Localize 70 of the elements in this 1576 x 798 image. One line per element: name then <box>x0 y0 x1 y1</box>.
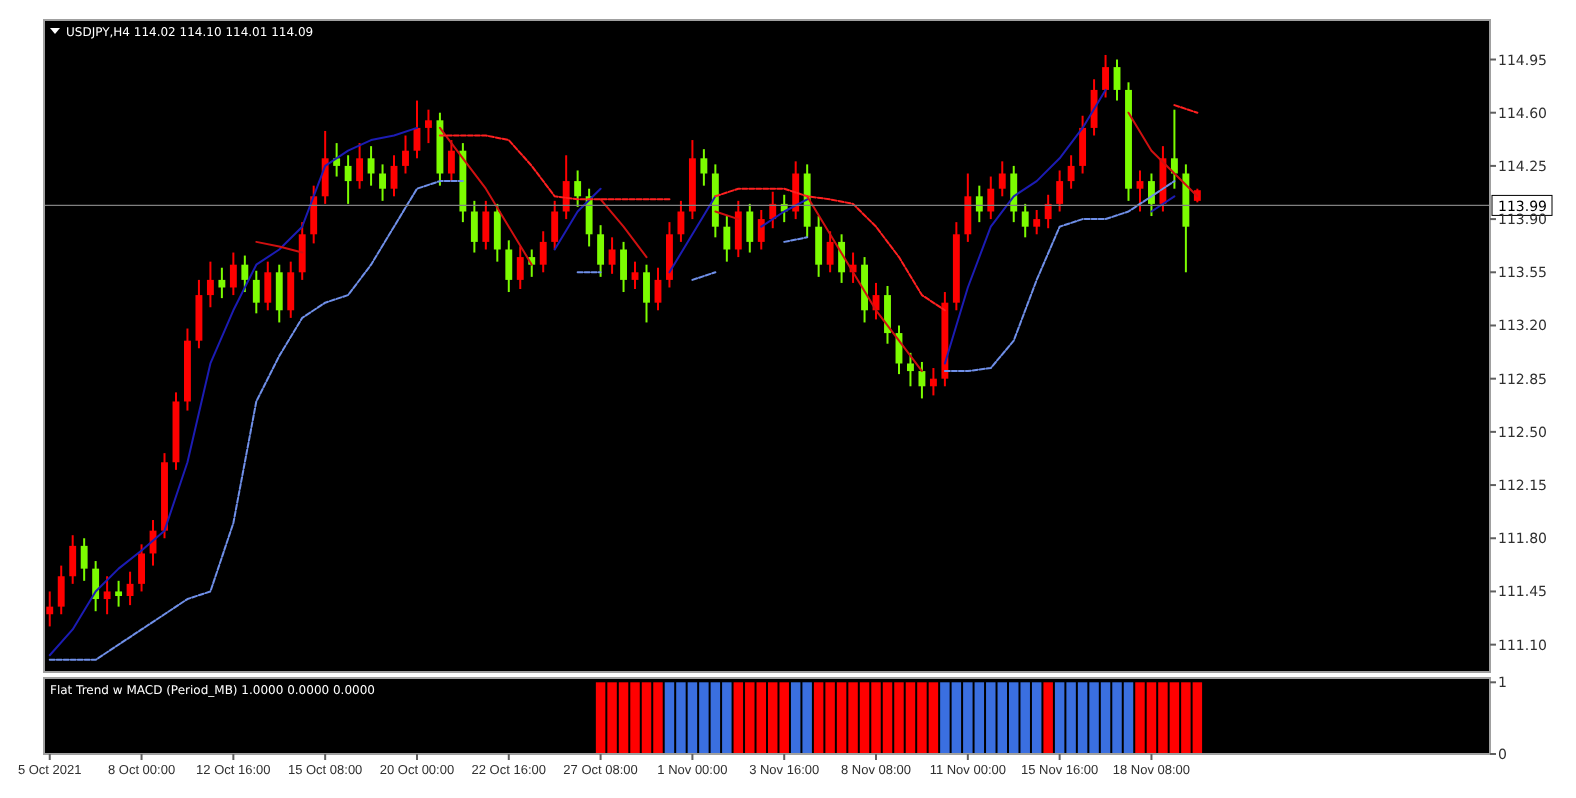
candlestick <box>195 278 203 350</box>
candlestick <box>631 260 639 291</box>
candlestick <box>115 579 123 608</box>
candlestick <box>1067 154 1075 190</box>
candlestick <box>884 284 891 345</box>
candlestick <box>539 230 547 274</box>
candlestick <box>1056 169 1064 213</box>
candlestick <box>126 570 134 607</box>
candlestick <box>80 537 88 582</box>
candlestick <box>493 202 501 263</box>
candlestick <box>264 260 272 312</box>
candlestick <box>57 564 65 616</box>
candlestick <box>815 215 823 278</box>
candlestick <box>1079 114 1087 175</box>
candlestick <box>700 148 708 187</box>
candlestick <box>470 199 478 254</box>
candlestick <box>620 240 627 294</box>
candlestick <box>562 154 570 221</box>
candlestick <box>206 260 214 309</box>
candlestick <box>964 172 972 243</box>
candlestick <box>907 351 914 388</box>
candlestick <box>252 269 260 315</box>
candlestick <box>344 154 352 205</box>
candlestick <box>1044 193 1052 230</box>
candlestick <box>1090 78 1098 137</box>
candlestick <box>861 256 868 324</box>
candlestick <box>447 139 455 183</box>
candlestick <box>505 239 513 294</box>
candlestick <box>241 254 249 294</box>
candlestick <box>516 245 524 291</box>
candlestick <box>275 263 283 324</box>
candlestick <box>138 543 145 593</box>
candlestick <box>975 184 983 224</box>
candlestick <box>677 199 685 243</box>
candlestick <box>574 169 582 208</box>
candlestick <box>929 367 937 397</box>
candlestick <box>998 160 1006 198</box>
candlestick <box>321 129 329 205</box>
candlestick <box>1033 208 1041 236</box>
candlestick <box>402 134 409 175</box>
candlestick <box>425 108 432 145</box>
candlestick <box>1021 202 1029 239</box>
candlestick <box>643 263 650 324</box>
candlestick <box>1102 53 1109 99</box>
candlestick <box>746 202 754 254</box>
candlestick <box>597 224 605 278</box>
candlestick <box>103 575 111 616</box>
candlestick <box>229 251 237 297</box>
candlestick <box>734 199 742 259</box>
candlestick <box>356 142 364 190</box>
candlestick <box>826 230 834 274</box>
candlestick <box>218 266 226 300</box>
candlestick <box>1136 169 1144 213</box>
candlestick <box>666 221 673 289</box>
candlestick <box>987 175 995 221</box>
candlestick <box>1170 108 1178 190</box>
candlestick <box>310 184 318 245</box>
candlestick <box>298 221 306 281</box>
candlestick <box>723 215 731 263</box>
candlestick <box>482 199 490 251</box>
candlestick <box>287 260 295 319</box>
candlestick <box>46 590 54 628</box>
candlestick <box>1148 172 1155 218</box>
candlestick <box>757 208 765 251</box>
candlestick <box>918 360 926 400</box>
candlestick <box>69 534 77 585</box>
candlestick <box>367 145 375 187</box>
candlestick <box>379 163 386 202</box>
candlestick <box>551 199 559 251</box>
candlestick <box>608 236 616 275</box>
